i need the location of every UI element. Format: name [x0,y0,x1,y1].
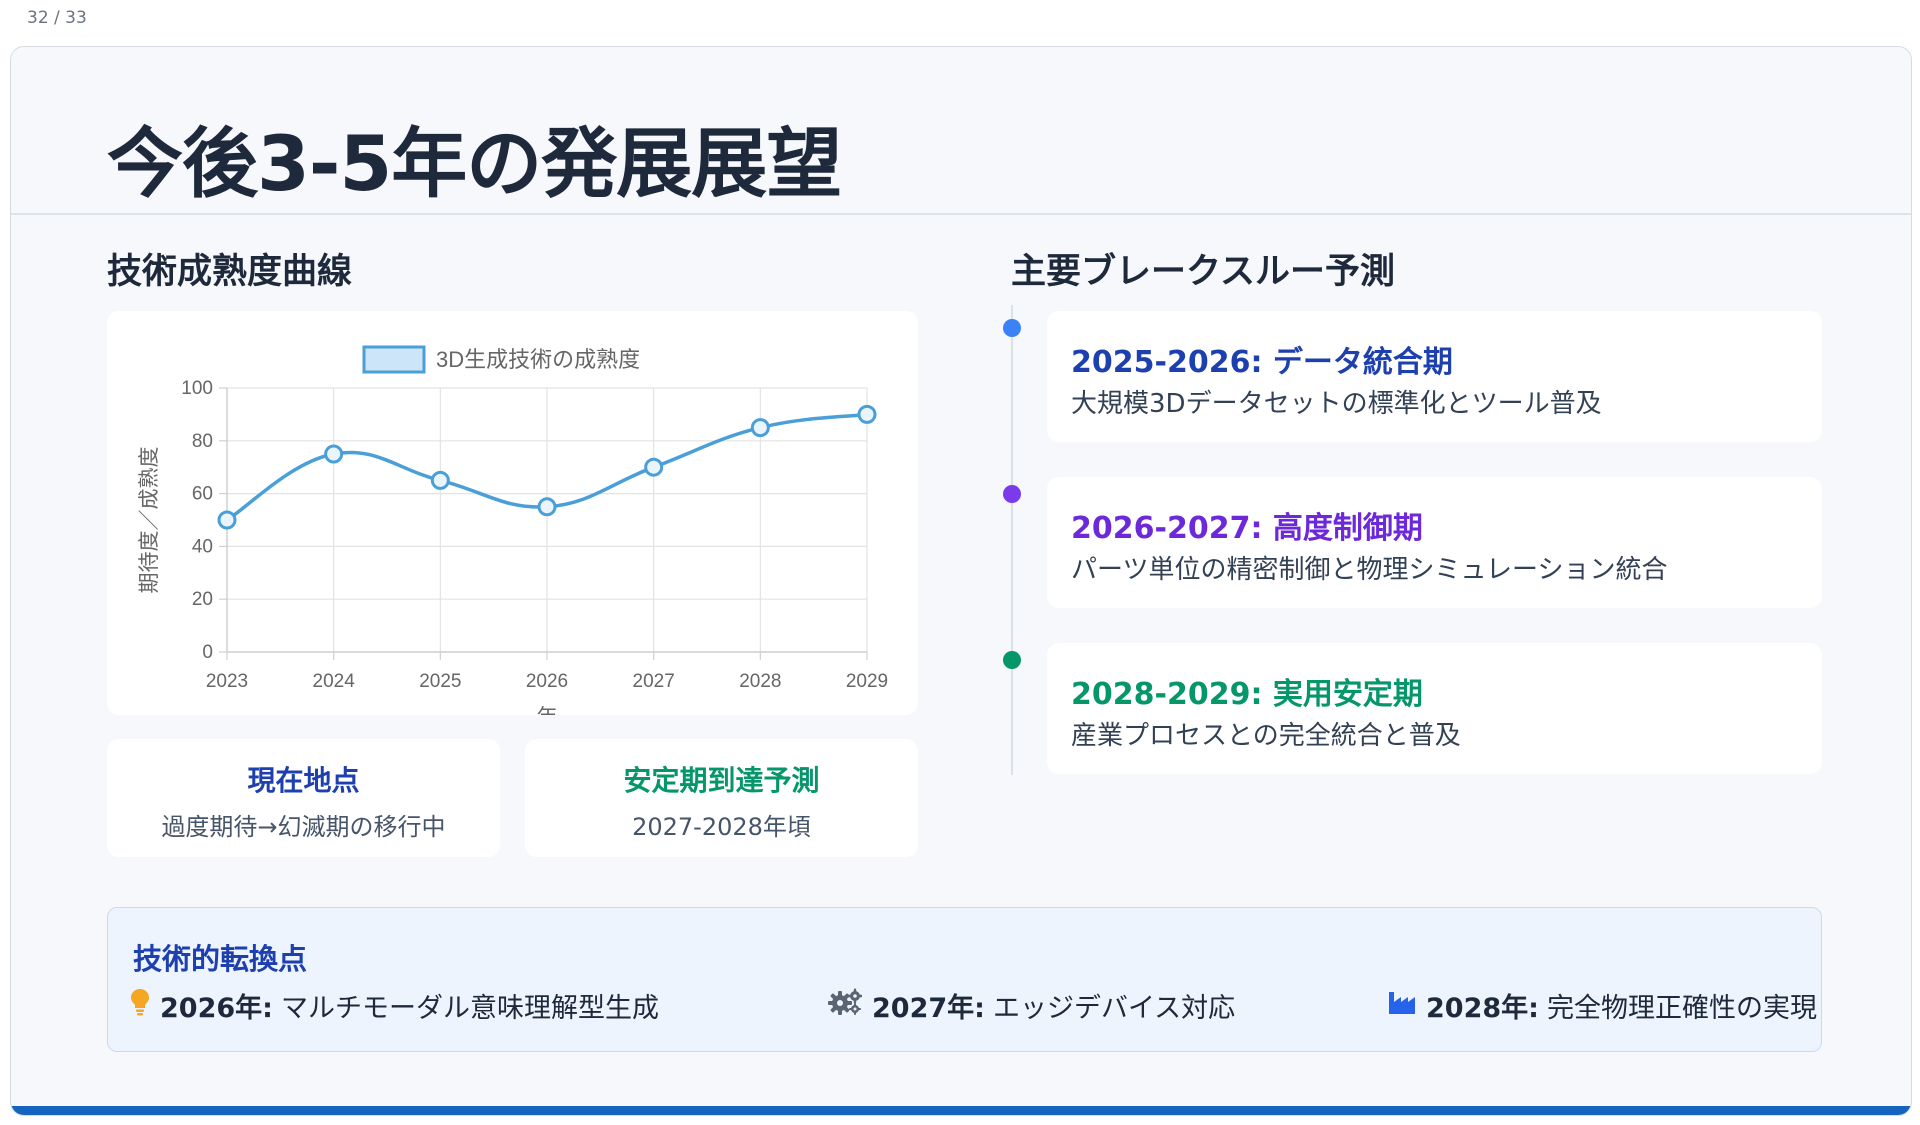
data-point [857,404,877,424]
bottom-accent-bar [11,1106,1911,1115]
turning-point-text: エッジデバイス対応 [992,993,1236,1024]
gears-icon [828,988,863,1023]
x-tick-label: 2025 [419,671,461,692]
title-divider [11,213,1911,215]
turning-point-year: 2026年: [160,993,273,1024]
stat-stable-title: 安定期到達予測 [623,764,820,797]
timeline-line [1011,305,1013,775]
x-tick-label: 2023 [206,671,248,692]
lightbulb-icon [130,988,150,1023]
timeline-dot [1003,651,1021,669]
y-tick-label: 0 [202,642,213,663]
data-point [217,510,237,530]
breakthrough-heading: 主要ブレークスルー予測 [1011,252,1395,292]
turning-point-2027: 2027年: エッジデバイス対応 [828,986,1235,1025]
y-tick-label: 80 [192,431,213,452]
timeline-item-title: 2028-2029: 実用安定期 [1071,677,1423,712]
timeline-item-desc: パーツ単位の精密制御と物理シミュレーション統合 [1071,555,1668,585]
slide: 今後3-5年の発展展望 技術成熟度曲線 0 20 40 60 80 100 2023 2024… [10,46,1912,1116]
timeline-dot [1003,319,1021,337]
x-tick-label: 2028 [739,671,781,692]
turning-points-title: 技術的転換点 [133,942,308,976]
maturity-chart: 0 20 40 60 80 100 2023 2024 2025 2026 2027 2028 2029… [138,345,888,729]
stat-card-stable: 安定期到達予測 2027-2028年頃 [525,739,918,857]
timeline-item-title: 2026-2027: 高度制御期 [1071,511,1423,546]
stat-current-title: 現在地点 [247,764,360,797]
y-tick-label: 40 [192,536,213,557]
data-point [750,418,770,438]
timeline-item-title: 2025-2026: データ統合期 [1071,345,1453,380]
timeline-item-2: 2026-2027: 高度制御期 パーツ単位の精密制御と物理シミュレーション統合 [1047,477,1822,608]
y-tick-label: 60 [192,484,213,505]
legend-swatch [362,345,426,374]
turning-point-text: マルチモーダル意味理解型生成 [280,993,659,1024]
x-tick-label: 2029 [846,671,888,692]
timeline-item-desc: 産業プロセスとの完全統合と普及 [1071,721,1461,751]
turning-point-2028: 2028年: 完全物理正確性の実現 [1388,986,1817,1025]
industry-icon [1388,989,1416,1022]
chart-heading: 技術成熟度曲線 [107,252,353,292]
data-point [430,470,450,490]
timeline-item-desc: 大規模3Dデータセットの標準化とツール普及 [1071,389,1602,419]
x-tick-label: 2024 [313,671,356,692]
x-tick-label: 2027 [633,671,675,692]
turning-point-year: 2028年: [1426,993,1539,1024]
turning-point-year: 2027年: [872,993,985,1024]
stat-card-current: 現在地点 過度期待→幻滅期の移行中 [107,739,500,857]
legend-label: 3D生成技術の成熟度 [436,347,640,372]
timeline-dot [1003,485,1021,503]
turning-point-text: 完全物理正確性の実現 [1546,993,1817,1024]
data-point [537,497,557,517]
chart-card: 0 20 40 60 80 100 2023 2024 2025 2026 2027 2028 2029… [107,311,918,729]
y-tick-label: 20 [192,589,213,610]
x-tick-label: 2026 [526,671,568,692]
x-axis-label: 年 [537,706,558,715]
y-axis-label: 期待度／成熟度 [138,447,161,594]
page-counter: 32 / 33 [27,8,87,28]
data-point [324,444,344,464]
stat-current-desc: 過度期待→幻滅期の移行中 [161,813,446,841]
timeline-item-1: 2025-2026: データ統合期 大規模3Dデータセットの標準化とツール普及 [1047,311,1822,442]
data-point [644,457,664,477]
turning-point-2026: 2026年: マルチモーダル意味理解型生成 [130,986,659,1025]
timeline-item-3: 2028-2029: 実用安定期 産業プロセスとの完全統合と普及 [1047,643,1822,774]
turning-points-box: 技術的転換点 2026年: マルチモーダル意味理解型生成 [107,907,1822,1052]
slide-title: 今後3-5年の発展展望 [107,119,842,208]
y-tick-label: 100 [181,378,213,399]
stat-stable-desc: 2027-2028年頃 [632,813,811,841]
